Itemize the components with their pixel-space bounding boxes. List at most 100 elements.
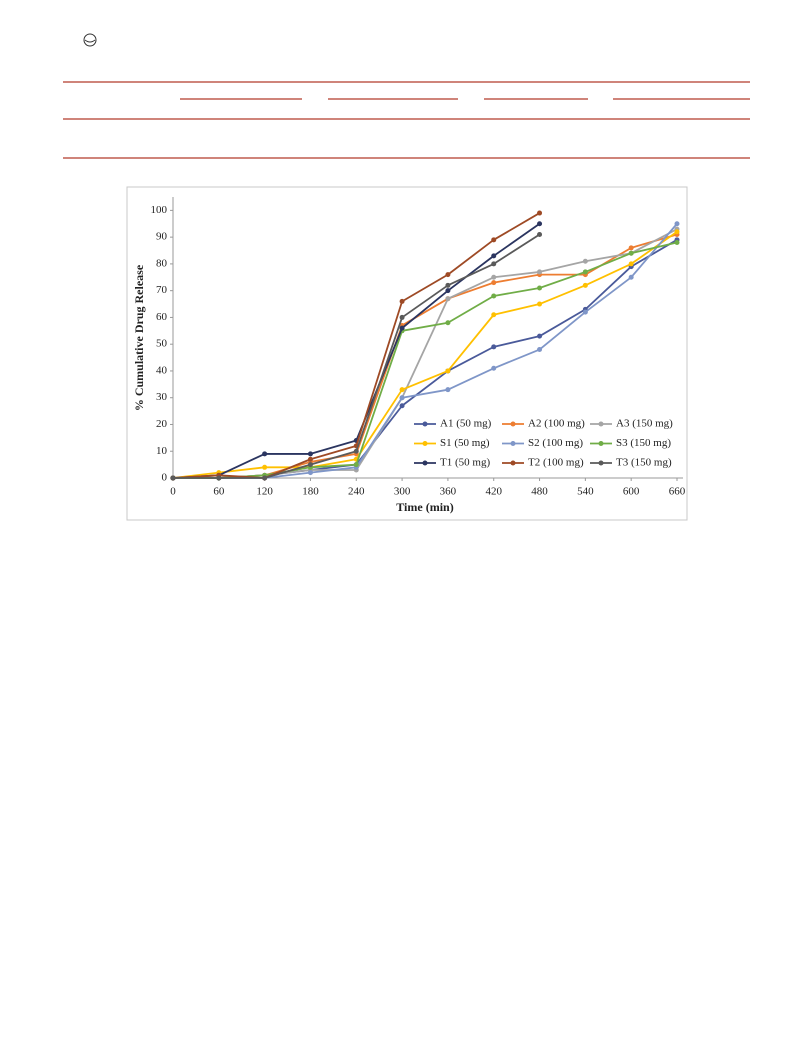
data-point — [491, 274, 497, 280]
y-tick-label: 30 — [156, 391, 168, 403]
data-point — [399, 403, 405, 409]
data-point — [353, 462, 359, 468]
legend-marker — [422, 421, 428, 427]
y-tick-label: 100 — [151, 204, 168, 216]
legend-marker — [598, 460, 604, 466]
y-tick-label: 20 — [156, 418, 168, 430]
data-point — [491, 365, 497, 371]
x-tick-label: 120 — [256, 486, 273, 498]
data-point — [262, 451, 268, 457]
data-point — [537, 301, 543, 307]
x-tick-label: 180 — [302, 486, 319, 498]
data-point — [445, 288, 451, 294]
legend-marker — [510, 441, 516, 446]
legend-marker — [598, 441, 604, 446]
data-point — [170, 475, 176, 481]
data-point — [537, 333, 543, 339]
data-point — [628, 274, 634, 280]
data-point — [307, 456, 313, 462]
x-tick-label: 420 — [485, 486, 502, 498]
series-line — [173, 241, 678, 479]
data-point — [445, 368, 451, 374]
data-point — [628, 261, 634, 267]
data-point — [445, 320, 451, 326]
data-point — [537, 221, 543, 227]
legend-label: T3 (150 mg) — [616, 457, 672, 469]
y-tick-label: 50 — [156, 338, 168, 350]
y-tick-label: 10 — [156, 445, 168, 457]
data-point — [537, 210, 543, 216]
legend-label: T2 (100 mg) — [528, 457, 584, 469]
x-tick-label: 0 — [170, 486, 176, 498]
data-point — [628, 245, 634, 251]
data-point — [537, 285, 543, 291]
y-tick-label: 0 — [162, 472, 168, 484]
y-tick-label: 90 — [156, 231, 168, 243]
data-point — [307, 462, 313, 468]
data-point — [582, 269, 588, 275]
icon — [83, 33, 97, 47]
data-point — [445, 296, 451, 302]
x-axis-label: Time (min) — [396, 500, 453, 514]
legend-box — [410, 413, 682, 473]
y-tick-label: 60 — [156, 311, 168, 323]
x-tick-label: 480 — [531, 486, 548, 498]
icon-detail — [84, 39, 96, 43]
data-point — [445, 272, 451, 278]
legend-label: S1 (50 mg) — [440, 437, 490, 449]
legend-label: A2 (100 mg) — [528, 418, 585, 430]
series-line — [172, 231, 678, 479]
data-point — [537, 231, 543, 237]
legend-marker — [510, 421, 516, 427]
data-point — [491, 312, 497, 318]
legend-marker — [598, 421, 604, 427]
data-point — [491, 293, 497, 299]
data-point — [674, 239, 680, 245]
y-tick-label: 70 — [156, 284, 168, 296]
x-tick-label: 540 — [577, 486, 594, 498]
data-point — [491, 280, 497, 286]
data-point — [491, 253, 497, 259]
data-point — [445, 387, 451, 393]
x-tick-label: 360 — [440, 486, 457, 498]
legend-marker — [422, 441, 428, 446]
legend-label: S2 (100 mg) — [528, 437, 583, 449]
data-point — [399, 298, 405, 304]
data-point — [307, 451, 313, 457]
data-point — [445, 282, 451, 288]
data-point — [491, 261, 497, 267]
legend-marker — [510, 460, 516, 466]
legend-label: A1 (50 mg) — [440, 418, 492, 430]
y-tick-label: 80 — [156, 257, 168, 269]
legend-marker — [422, 460, 428, 466]
data-point — [216, 475, 222, 481]
x-tick-label: 660 — [669, 486, 686, 498]
data-point — [399, 395, 405, 401]
data-point — [353, 448, 359, 454]
data-point — [262, 464, 268, 470]
data-point — [491, 344, 497, 350]
data-point — [582, 309, 588, 315]
y-axis-label: % Cumulative Drug Release — [132, 264, 146, 411]
data-point — [307, 470, 313, 476]
data-point — [399, 387, 405, 393]
data-point — [537, 269, 543, 275]
legend-label: S3 (150 mg) — [616, 437, 671, 449]
data-point — [628, 250, 634, 256]
y-tick-label: 40 — [156, 364, 168, 376]
data-point — [674, 229, 680, 235]
data-point — [582, 282, 588, 288]
data-point — [262, 475, 268, 481]
x-tick-label: 240 — [348, 486, 365, 498]
x-tick-label: 300 — [394, 486, 411, 498]
data-point — [674, 221, 680, 227]
data-point — [582, 258, 588, 264]
data-point — [399, 325, 405, 331]
x-tick-label: 60 — [213, 486, 225, 498]
data-point — [491, 237, 497, 243]
data-point — [537, 347, 543, 353]
legend-label: A3 (150 mg) — [616, 418, 673, 430]
data-point — [399, 314, 405, 320]
x-tick-label: 600 — [623, 486, 640, 498]
